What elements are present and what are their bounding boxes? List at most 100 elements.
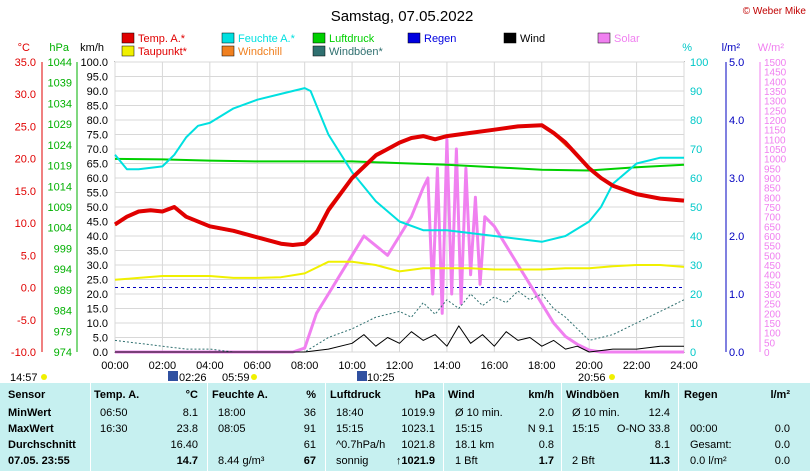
legend-label: Temp. A.*	[138, 33, 186, 45]
wind-tick-label: 100.0	[80, 57, 108, 69]
stats-cell: 0.8	[538, 439, 554, 451]
time-markers: 14:57 02:26 05:59 10:25 20:56	[10, 371, 615, 383]
temp-tick-label: 20.0	[15, 154, 36, 166]
humidity-tick-label: 70	[690, 144, 702, 156]
pressure-tick-label: 1014	[48, 181, 72, 193]
solar-tick-label: 1300	[764, 97, 787, 108]
legend-swatch	[312, 45, 326, 57]
wind-tick-label: 90.0	[87, 86, 108, 98]
unit-rain: l/m²	[722, 42, 741, 54]
legend-swatch	[503, 32, 517, 44]
legend-label: Wind	[520, 33, 545, 45]
moon-icon	[357, 371, 367, 381]
solar-tick-label: 1450	[764, 68, 787, 79]
pressure-tick-label: 979	[54, 326, 72, 338]
weather-chart: Samstag, 07.05.2022 © Weber Mike Temp. A…	[10, 6, 807, 383]
stats-header: km/h	[644, 389, 670, 401]
chart-series	[113, 87, 685, 354]
temp-tick-label: 15.0	[15, 186, 36, 198]
stats-cell: 15:15	[336, 423, 364, 435]
stats-cell: 0.0	[774, 439, 790, 451]
solar-tick-label: 700	[764, 213, 781, 224]
stats-header: °C	[185, 389, 198, 401]
x-tick-label: 16:00	[481, 360, 509, 372]
solar-tick-label: 200	[764, 309, 781, 320]
series-solar	[115, 137, 684, 354]
solar-tick-label: 1200	[764, 116, 787, 127]
stats-cell: 36	[303, 407, 316, 419]
stats-separator	[443, 383, 444, 471]
wind-tick-label: 80.0	[87, 115, 108, 127]
stats-cell: ↑1021.9	[395, 455, 435, 467]
pressure-tick-label: 1034	[48, 98, 72, 110]
stats-row-label: MinWert	[8, 407, 52, 419]
stats-cell: 91	[303, 423, 316, 435]
wind-tick-label: 30.0	[87, 260, 108, 272]
solar-tick-label: 1150	[764, 126, 786, 137]
solar-tick-label: 150	[764, 319, 781, 330]
pressure-tick-label: 1024	[48, 140, 72, 152]
stats-cell: 06:50	[100, 407, 128, 419]
wind-tick-label: 95.0	[87, 72, 108, 84]
pressure-tick-label: 1009	[48, 202, 72, 214]
temp-tick-label: 25.0	[15, 121, 36, 133]
solar-tick-label: 450	[764, 261, 781, 272]
legend-swatch	[597, 32, 611, 44]
legend-label: Taupunkt*	[138, 46, 188, 58]
unit-wind: km/h	[80, 42, 104, 54]
stats-cell: 1 Bft	[455, 455, 478, 467]
stats-cell: N 9.1	[527, 423, 554, 435]
stats-header: Sensor	[8, 389, 46, 401]
wind-tick-label: 65.0	[87, 159, 108, 171]
solar-tick-label: 300	[764, 290, 781, 301]
x-tick-label: 02:00	[149, 360, 177, 372]
temp-tick-label: 10.0	[15, 218, 36, 230]
temp-tick-label: 30.0	[15, 89, 36, 101]
series-taupunkt	[114, 260, 685, 281]
pressure-tick-label: 1019	[48, 161, 72, 173]
stats-separator	[207, 383, 208, 471]
x-tick-label: 10:00	[338, 360, 366, 372]
statistics-table: Sensor Temp. A. °C Feuchte A.% Luftdruck hPa W…	[0, 383, 810, 471]
pressure-tick-label: 1029	[48, 119, 72, 131]
stats-cell: 18:40	[336, 407, 364, 419]
wind-tick-label: 55.0	[87, 188, 108, 200]
stats-cell: sonnig	[336, 455, 369, 467]
legend-swatch	[407, 32, 421, 44]
pressure-tick-label: 999	[54, 243, 72, 255]
chart-legend: Temp. A.* Feuchte A.* Luftdruck Regen Wind So…	[121, 32, 640, 58]
legend-label: Regen	[424, 33, 456, 45]
credit-label: © Weber Mike	[743, 6, 807, 17]
sun-icon	[41, 374, 47, 380]
stats-separator	[678, 383, 679, 471]
series-temp-a	[113, 123, 685, 247]
solar-tick-label: 650	[764, 222, 781, 233]
solar-tick-label: 1050	[764, 145, 787, 156]
pressure-tick-label: 1004	[48, 223, 72, 235]
humidity-tick-label: 60	[690, 173, 702, 185]
stats-cell: 8.44 g/m³	[218, 455, 265, 467]
rain-tick-label: 2.0	[729, 231, 744, 243]
marker-moonrise: 02:26	[179, 372, 207, 383]
stats-cell: 0.0	[774, 455, 790, 467]
wind-tick-label: 70.0	[87, 144, 108, 156]
stats-cell: Gesamt:	[690, 439, 732, 451]
wind-tick-label: 5.0	[93, 333, 108, 345]
temp-tick-label: -5.0	[17, 315, 36, 327]
sun-icon	[609, 374, 615, 380]
temp-tick-label: 5.0	[21, 250, 36, 262]
stats-cell: ^0.7hPa/h	[336, 439, 386, 451]
solar-tick-label: 1100	[764, 135, 786, 146]
solar-tick-label: 350	[764, 280, 781, 291]
rain-tick-label: 3.0	[729, 173, 744, 185]
chart-title: Samstag, 07.05.2022	[331, 8, 474, 25]
legend-swatch	[121, 32, 135, 44]
stats-header: Windböen	[566, 389, 620, 401]
unit-pressure: hPa	[49, 42, 69, 54]
stats-cell: 23.8	[176, 423, 198, 435]
solar-tick-label: 250	[764, 300, 781, 311]
unit-solar: W/m²	[758, 42, 785, 54]
stats-cell: Ø 10 min.	[572, 407, 620, 419]
solar-tick-label: 50	[764, 338, 776, 349]
solar-tick-label: 950	[764, 164, 781, 175]
